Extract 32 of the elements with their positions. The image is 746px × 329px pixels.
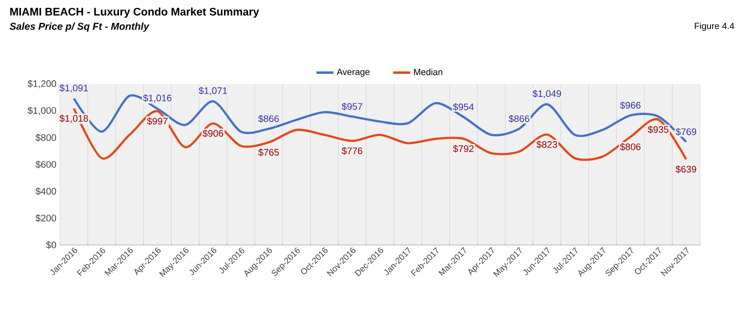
y-tick-label: $400 bbox=[36, 187, 56, 196]
data-label: $906 bbox=[202, 130, 224, 138]
legend-label: Median bbox=[414, 68, 442, 76]
data-label: $966 bbox=[620, 102, 641, 110]
data-label: $1,091 bbox=[60, 84, 88, 92]
data-label: $997 bbox=[146, 117, 168, 126]
data-label: $1,049 bbox=[532, 90, 561, 98]
y-tick-label: $800 bbox=[36, 134, 56, 142]
chart-subtitle: Sales Price p/ Sq Ft - Monthly bbox=[10, 22, 150, 32]
y-tick-label: $600 bbox=[36, 160, 56, 168]
data-label: $957 bbox=[342, 102, 362, 110]
y-tick-label: $200 bbox=[36, 214, 56, 222]
data-label: $765 bbox=[258, 148, 279, 156]
data-label: $935 bbox=[648, 126, 668, 134]
data-label: $639 bbox=[676, 165, 696, 174]
caption: Figure 4.4 bbox=[694, 22, 734, 31]
legend-label: Average bbox=[336, 68, 370, 77]
y-tick-label: $1,200 bbox=[28, 80, 56, 88]
data-label: $823 bbox=[536, 140, 558, 148]
data-label: $954 bbox=[453, 103, 474, 111]
data-label: $769 bbox=[676, 128, 696, 136]
y-tick-label: $0 bbox=[46, 241, 56, 249]
data-label: $1,071 bbox=[198, 86, 228, 96]
chart-title: MIAMI BEACH - Luxury Condo Market Summary bbox=[10, 8, 260, 18]
y-tick-label: $1,000 bbox=[28, 106, 56, 115]
data-label: $866 bbox=[258, 114, 279, 123]
data-label: $866 bbox=[508, 114, 530, 123]
data-label: $1,018 bbox=[60, 114, 88, 123]
data-label: $806 bbox=[620, 143, 641, 151]
data-label: $1,016 bbox=[143, 94, 172, 102]
data-label: $792 bbox=[453, 144, 474, 153]
data-label: $776 bbox=[342, 147, 362, 155]
